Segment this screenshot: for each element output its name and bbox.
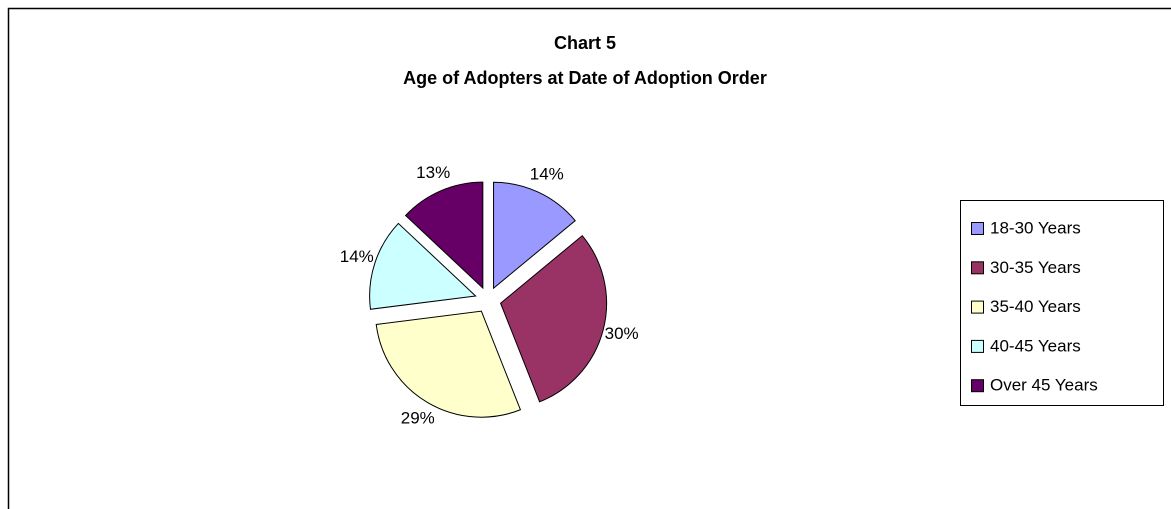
pie-slice	[499, 234, 608, 403]
chart-title: Chart 5	[554, 33, 616, 53]
legend-label: 40-45 Years	[990, 336, 1081, 355]
chart-subtitle: Age of Adopters at Date of Adoption Orde…	[403, 68, 767, 88]
legend-label: 35-40 Years	[990, 297, 1081, 316]
legend-label: Over 45 Years	[990, 376, 1098, 395]
data-label: 30%	[605, 324, 639, 343]
legend-label: 18-30 Years	[990, 218, 1081, 237]
pie-slice	[369, 222, 477, 310]
pie-slice	[404, 181, 484, 290]
legend-swatch	[971, 339, 984, 353]
legend-label: 30-35 Years	[990, 258, 1081, 277]
legend-box	[960, 200, 1164, 406]
data-label: 14%	[530, 165, 564, 184]
legend-swatch	[971, 379, 984, 393]
data-label: 13%	[416, 163, 450, 182]
data-label: 29%	[401, 408, 435, 427]
legend-swatch	[971, 222, 984, 235]
pie-slice	[493, 181, 576, 290]
legend-swatch	[971, 261, 984, 275]
legend-swatch	[971, 300, 984, 314]
pie-slice	[375, 310, 522, 418]
data-label: 14%	[340, 247, 374, 266]
